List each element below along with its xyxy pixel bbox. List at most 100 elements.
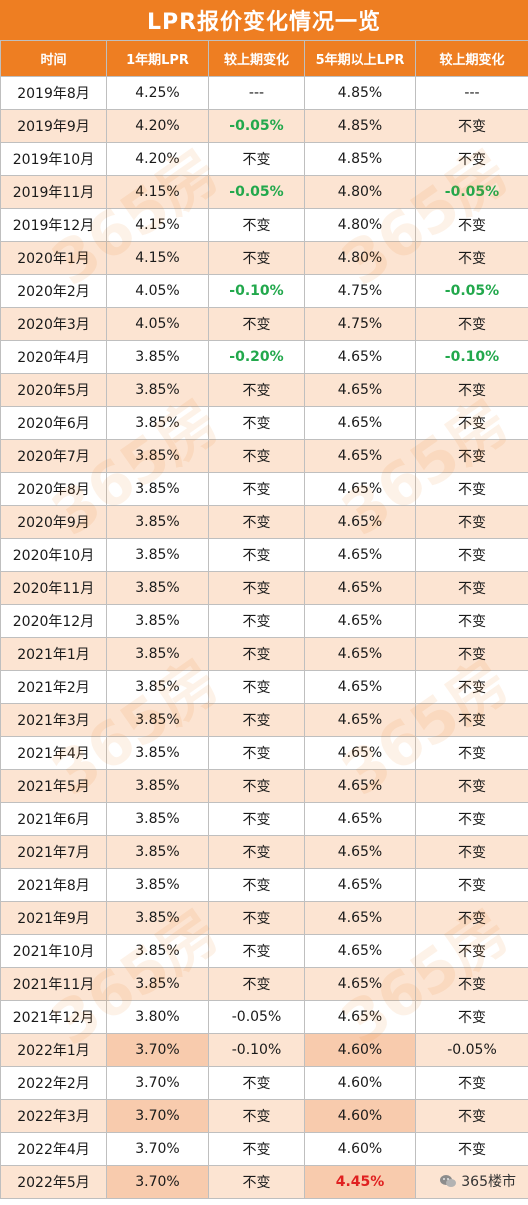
cell-date: 2019年9月 bbox=[0, 109, 107, 143]
cell-change-1y: 不变 bbox=[208, 472, 305, 506]
table-row: 2021年8月 3.85% 不变 4.65% 不变 bbox=[0, 868, 528, 902]
cell-change-5y: 不变 bbox=[415, 373, 528, 407]
cell-change-1y: 不变 bbox=[208, 1165, 305, 1199]
cell-change-5y: 不变 bbox=[415, 604, 528, 638]
cell-lpr-1y: 3.85% bbox=[106, 406, 209, 440]
cell-date: 2020年8月 bbox=[0, 472, 107, 506]
cell-change-1y: 不变 bbox=[208, 241, 305, 275]
cell-lpr-5y: 4.65% bbox=[304, 637, 416, 671]
table-row: 2022年5月 3.70% 不变 4.45% bbox=[0, 1165, 528, 1199]
cell-lpr-5y: 4.60% bbox=[304, 1033, 416, 1067]
lpr-table: 时间 1年期LPR 较上期变化 5年期以上LPR 较上期变化 2019年8月 4.… bbox=[0, 40, 528, 1199]
table-row: 2020年8月 3.85% 不变 4.65% 不变 bbox=[0, 472, 528, 506]
cell-change-5y: 不变 bbox=[415, 1000, 528, 1034]
cell-change-5y: 不变 bbox=[415, 901, 528, 935]
cell-change-1y: 不变 bbox=[208, 670, 305, 704]
page-title: LPR报价变化情况一览 bbox=[0, 0, 528, 40]
cell-lpr-1y: 3.85% bbox=[106, 571, 209, 605]
cell-change-5y: 不变 bbox=[415, 142, 528, 176]
table-row: 2021年4月 3.85% 不变 4.65% 不变 bbox=[0, 736, 528, 770]
cell-lpr-1y: 3.85% bbox=[106, 835, 209, 869]
table-row: 2020年2月 4.05% -0.10% 4.75% -0.05% bbox=[0, 274, 528, 308]
header-change-5y: 较上期变化 bbox=[415, 40, 528, 77]
cell-date: 2021年3月 bbox=[0, 703, 107, 737]
cell-change-5y: 不变 bbox=[415, 835, 528, 869]
cell-lpr-5y: 4.80% bbox=[304, 208, 416, 242]
cell-lpr-5y: 4.60% bbox=[304, 1132, 416, 1166]
table-row: 2021年9月 3.85% 不变 4.65% 不变 bbox=[0, 901, 528, 935]
table-row: 2021年1月 3.85% 不变 4.65% 不变 bbox=[0, 637, 528, 671]
table-row: 2020年11月 3.85% 不变 4.65% 不变 bbox=[0, 571, 528, 605]
cell-change-1y: 不变 bbox=[208, 703, 305, 737]
cell-lpr-1y: 3.80% bbox=[106, 1000, 209, 1034]
table-row: 2020年4月 3.85% -0.20% 4.65% -0.10% bbox=[0, 340, 528, 374]
cell-change-5y: 不变 bbox=[415, 967, 528, 1001]
cell-lpr-1y: 3.85% bbox=[106, 868, 209, 902]
table-row: 2019年8月 4.25% --- 4.85% --- bbox=[0, 76, 528, 110]
cell-change-1y: 不变 bbox=[208, 736, 305, 770]
table-row: 2019年11月 4.15% -0.05% 4.80% -0.05% bbox=[0, 175, 528, 209]
cell-date: 2020年4月 bbox=[0, 340, 107, 374]
cell-lpr-1y: 3.85% bbox=[106, 340, 209, 374]
cell-lpr-5y: 4.65% bbox=[304, 571, 416, 605]
cell-change-1y: 不变 bbox=[208, 1099, 305, 1133]
cell-lpr-1y: 3.85% bbox=[106, 934, 209, 968]
cell-change-1y: 不变 bbox=[208, 406, 305, 440]
table-row: 2020年3月 4.05% 不变 4.75% 不变 bbox=[0, 307, 528, 341]
cell-change-5y: 不变 bbox=[415, 406, 528, 440]
cell-date: 2020年5月 bbox=[0, 373, 107, 407]
cell-date: 2020年11月 bbox=[0, 571, 107, 605]
cell-change-1y: 不变 bbox=[208, 967, 305, 1001]
cell-date: 2021年7月 bbox=[0, 835, 107, 869]
brand-logo-text: 365楼市 bbox=[461, 1174, 516, 1190]
cell-change-1y: 不变 bbox=[208, 307, 305, 341]
cell-lpr-5y: 4.65% bbox=[304, 406, 416, 440]
table-row: 2021年12月 3.80% -0.05% 4.65% 不变 bbox=[0, 1000, 528, 1034]
cell-date: 2022年2月 bbox=[0, 1066, 107, 1100]
cell-lpr-1y: 3.85% bbox=[106, 703, 209, 737]
cell-lpr-5y: 4.65% bbox=[304, 802, 416, 836]
cell-date: 2020年3月 bbox=[0, 307, 107, 341]
cell-change-5y: 不变 bbox=[415, 1132, 528, 1166]
cell-date: 2019年10月 bbox=[0, 142, 107, 176]
cell-lpr-5y: 4.75% bbox=[304, 274, 416, 308]
cell-lpr-5y: 4.65% bbox=[304, 472, 416, 506]
cell-change-1y: 不变 bbox=[208, 439, 305, 473]
cell-lpr-5y: 4.65% bbox=[304, 835, 416, 869]
cell-change-1y: 不变 bbox=[208, 505, 305, 539]
cell-lpr-5y: 4.65% bbox=[304, 769, 416, 803]
cell-lpr-1y: 3.85% bbox=[106, 439, 209, 473]
cell-change-1y: 不变 bbox=[208, 802, 305, 836]
table-header-row: 时间 1年期LPR 较上期变化 5年期以上LPR 较上期变化 bbox=[0, 40, 528, 77]
cell-lpr-5y: 4.65% bbox=[304, 703, 416, 737]
cell-change-1y: 不变 bbox=[208, 538, 305, 572]
cell-change-5y: 不变 bbox=[415, 1099, 528, 1133]
cell-lpr-5y: 4.85% bbox=[304, 76, 416, 110]
cell-change-1y: 不变 bbox=[208, 571, 305, 605]
cell-lpr-5y: 4.80% bbox=[304, 175, 416, 209]
cell-lpr-5y: 4.85% bbox=[304, 109, 416, 143]
cell-lpr-1y: 4.15% bbox=[106, 241, 209, 275]
cell-change-1y: 不变 bbox=[208, 934, 305, 968]
cell-lpr-5y: 4.60% bbox=[304, 1066, 416, 1100]
cell-change-1y: -0.05% bbox=[208, 109, 305, 143]
cell-lpr-5y: 4.80% bbox=[304, 241, 416, 275]
cell-lpr-5y: 4.65% bbox=[304, 373, 416, 407]
table-row: 2020年5月 3.85% 不变 4.65% 不变 bbox=[0, 373, 528, 407]
table-row: 2022年4月 3.70% 不变 4.60% 不变 bbox=[0, 1132, 528, 1166]
cell-date: 2021年11月 bbox=[0, 967, 107, 1001]
header-date: 时间 bbox=[0, 40, 107, 77]
cell-date: 2021年2月 bbox=[0, 670, 107, 704]
cell-change-5y bbox=[415, 1165, 528, 1199]
cell-lpr-5y: 4.65% bbox=[304, 538, 416, 572]
cell-change-5y: 不变 bbox=[415, 307, 528, 341]
cell-lpr-1y: 3.70% bbox=[106, 1033, 209, 1067]
cell-change-1y: 不变 bbox=[208, 1066, 305, 1100]
cell-lpr-1y: 3.85% bbox=[106, 901, 209, 935]
cell-lpr-1y: 3.85% bbox=[106, 637, 209, 671]
cell-change-5y: 不变 bbox=[415, 505, 528, 539]
cell-change-5y: --- bbox=[415, 76, 528, 110]
cell-date: 2021年4月 bbox=[0, 736, 107, 770]
table-body: 2019年8月 4.25% --- 4.85% --- 2019年9月 4.20% -0.05… bbox=[0, 76, 528, 1199]
